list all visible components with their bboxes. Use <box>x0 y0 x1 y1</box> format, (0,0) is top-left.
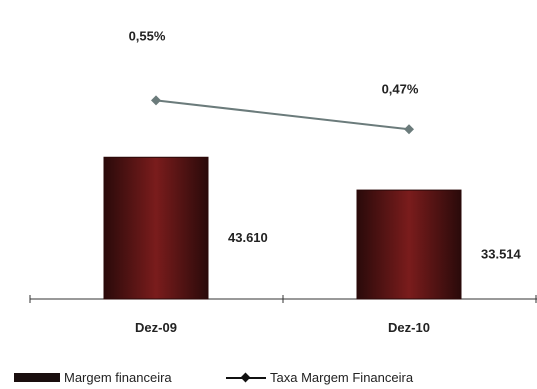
legend-swatch-line <box>226 372 266 384</box>
bar-value-label: 43.610 <box>228 230 268 245</box>
legend-item-line: Taxa Margem Financeira <box>226 370 413 385</box>
legend-label-line: Taxa Margem Financeira <box>270 370 414 385</box>
legend-swatch-bar <box>14 373 60 382</box>
bar-dez-10 <box>356 189 462 300</box>
bar-value-label: 33.514 <box>481 247 522 262</box>
line-value-label: 0,55% <box>129 28 166 43</box>
x-tick-label: Dez-10 <box>388 320 430 335</box>
bar-dez-09 <box>103 156 209 300</box>
legend-item-bar: Margem financeira <box>14 370 172 385</box>
line-taxa-margem <box>155 99 410 131</box>
line-point <box>404 124 414 135</box>
legend-label-bar: Margem financeira <box>64 370 172 385</box>
legend: Margem financeira Taxa Margem Financeira <box>0 370 537 388</box>
x-tick-label: Dez-09 <box>135 320 177 335</box>
line-point <box>151 95 161 106</box>
line-value-label: 0,47% <box>382 81 419 96</box>
